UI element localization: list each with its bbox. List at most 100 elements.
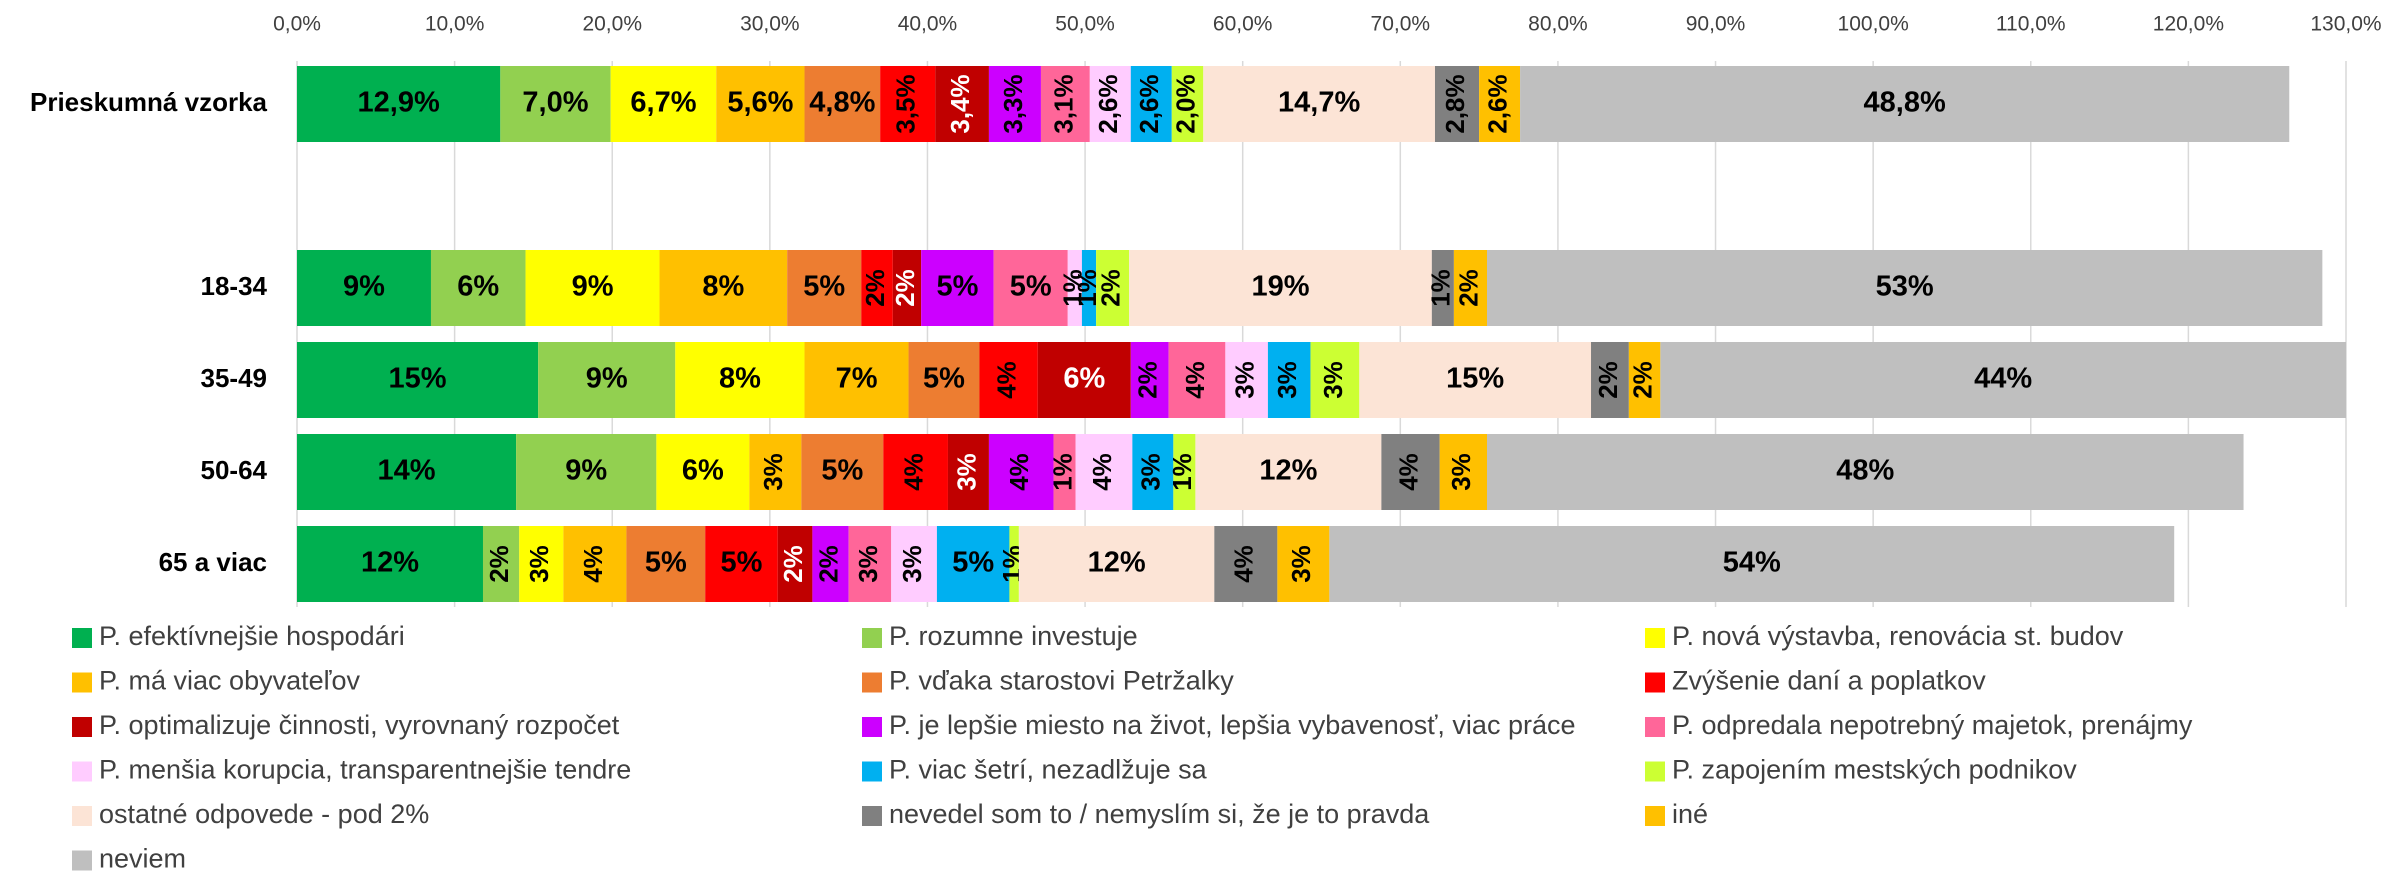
data-label: 3% bbox=[1230, 361, 1260, 399]
bar-segment bbox=[1171, 66, 1204, 142]
x-tick-label: 120,0% bbox=[2153, 13, 2224, 36]
data-label: 6% bbox=[457, 271, 499, 303]
bar-segment bbox=[610, 66, 717, 142]
bar-segment bbox=[1130, 342, 1169, 418]
data-label: 8% bbox=[719, 363, 761, 395]
x-tick-label: 110,0% bbox=[1996, 13, 2066, 36]
legend-swatch bbox=[72, 850, 92, 871]
data-label: 3% bbox=[1318, 361, 1348, 399]
bar-segment bbox=[935, 66, 989, 142]
bar-segment bbox=[1214, 526, 1278, 602]
data-label: 3% bbox=[853, 545, 883, 583]
x-tick-label: 30,0% bbox=[740, 13, 800, 36]
data-label: 44% bbox=[1974, 363, 2032, 395]
data-label: 12% bbox=[1088, 547, 1146, 579]
bar-segment bbox=[1267, 342, 1311, 418]
legend-swatch bbox=[1645, 672, 1665, 693]
bar-segment bbox=[675, 342, 805, 418]
bar-segment bbox=[1203, 66, 1435, 142]
bar-segment bbox=[563, 526, 627, 602]
legend-label: neviem bbox=[99, 844, 186, 874]
data-label: 9% bbox=[586, 363, 628, 395]
legend-swatch bbox=[862, 672, 882, 693]
bar-segment bbox=[659, 250, 788, 326]
bar-segment bbox=[716, 66, 805, 142]
data-label: 4% bbox=[578, 545, 608, 583]
data-label: 3% bbox=[524, 545, 554, 583]
data-label: 2% bbox=[1593, 361, 1623, 399]
x-tick-label: 90,0% bbox=[1686, 13, 1746, 36]
bar-segment bbox=[880, 66, 936, 142]
bar-segment bbox=[1628, 342, 1661, 418]
legend-swatch bbox=[1645, 717, 1665, 737]
data-label: 53% bbox=[1876, 271, 1934, 303]
data-label: 2,6% bbox=[1134, 74, 1164, 133]
bar-segment bbox=[1075, 434, 1133, 510]
legend-swatch bbox=[72, 761, 92, 782]
bar-segment bbox=[1277, 526, 1330, 602]
bar-segment bbox=[516, 434, 657, 510]
data-label: 3% bbox=[758, 453, 788, 491]
data-label: 3,5% bbox=[891, 74, 921, 133]
bar-segment bbox=[1520, 66, 2290, 142]
legend-swatch bbox=[1645, 761, 1665, 782]
category-label: Prieskumná vzorka bbox=[30, 87, 268, 117]
bar-segment bbox=[908, 342, 980, 418]
data-label: 4% bbox=[992, 361, 1022, 399]
bar-segment bbox=[1195, 434, 1382, 510]
x-tick-label: 70,0% bbox=[1371, 13, 1431, 36]
bar-segment bbox=[921, 250, 994, 326]
data-label: 19% bbox=[1251, 271, 1309, 303]
x-tick-label: 10,0% bbox=[425, 13, 485, 36]
bar-segment bbox=[861, 250, 893, 326]
data-label: 9% bbox=[572, 271, 614, 303]
bar-segment bbox=[1089, 66, 1131, 142]
bar-segment bbox=[1431, 250, 1454, 326]
data-label: 6% bbox=[1063, 363, 1105, 395]
bar-segment bbox=[1310, 342, 1360, 418]
bar-segment bbox=[1096, 250, 1130, 326]
bar-segment bbox=[892, 250, 922, 326]
data-label: 5% bbox=[936, 271, 978, 303]
bar-segment bbox=[1381, 434, 1440, 510]
bar-segment bbox=[804, 342, 909, 418]
bar-segment bbox=[297, 250, 431, 326]
bar-segment bbox=[297, 66, 501, 142]
bar-segment bbox=[1486, 434, 2244, 510]
bar-segment bbox=[1018, 526, 1215, 602]
legend-label: nevedel som to / nemyslím si, že je to p… bbox=[889, 799, 1430, 829]
data-label: 4% bbox=[899, 453, 929, 491]
bar-segment bbox=[1486, 250, 2323, 326]
bar-segment bbox=[525, 250, 660, 326]
data-label: 3% bbox=[951, 453, 981, 491]
x-tick-label: 20,0% bbox=[582, 13, 642, 36]
x-tick-label: 50,0% bbox=[1055, 13, 1115, 36]
data-label: 2,6% bbox=[1093, 74, 1123, 133]
bar-segment bbox=[801, 434, 884, 510]
legend-label: P. viac šetrí, nezadlžuje sa bbox=[889, 755, 1208, 785]
data-label: 3% bbox=[897, 545, 927, 583]
data-label: 2% bbox=[1133, 361, 1163, 399]
legend-swatch bbox=[862, 717, 882, 737]
bar-segment bbox=[1479, 66, 1521, 142]
bar-segment bbox=[538, 342, 676, 418]
data-label: 48% bbox=[1836, 455, 1894, 487]
legend-swatch bbox=[862, 761, 882, 782]
legend-swatch bbox=[72, 806, 92, 826]
bar-segment bbox=[1132, 434, 1174, 510]
legend-label: P. má viac obyvateľov bbox=[99, 666, 361, 696]
x-tick-label: 0,0% bbox=[273, 13, 321, 36]
data-label: 3% bbox=[1286, 545, 1316, 583]
data-label: 15% bbox=[1446, 363, 1504, 395]
bar-segment bbox=[979, 342, 1038, 418]
bar-segment bbox=[891, 526, 937, 602]
data-label: 2% bbox=[1453, 269, 1483, 307]
data-label: 12% bbox=[1259, 455, 1317, 487]
legend-label: P. vďaka starostovi Petržalky bbox=[889, 666, 1234, 696]
bar-segment bbox=[988, 434, 1054, 510]
data-label: 1% bbox=[1426, 269, 1456, 307]
bar-segment bbox=[936, 526, 1010, 602]
bar-segment bbox=[1053, 434, 1076, 510]
data-label: 2,0% bbox=[1170, 74, 1200, 133]
data-label: 4% bbox=[1004, 453, 1034, 491]
